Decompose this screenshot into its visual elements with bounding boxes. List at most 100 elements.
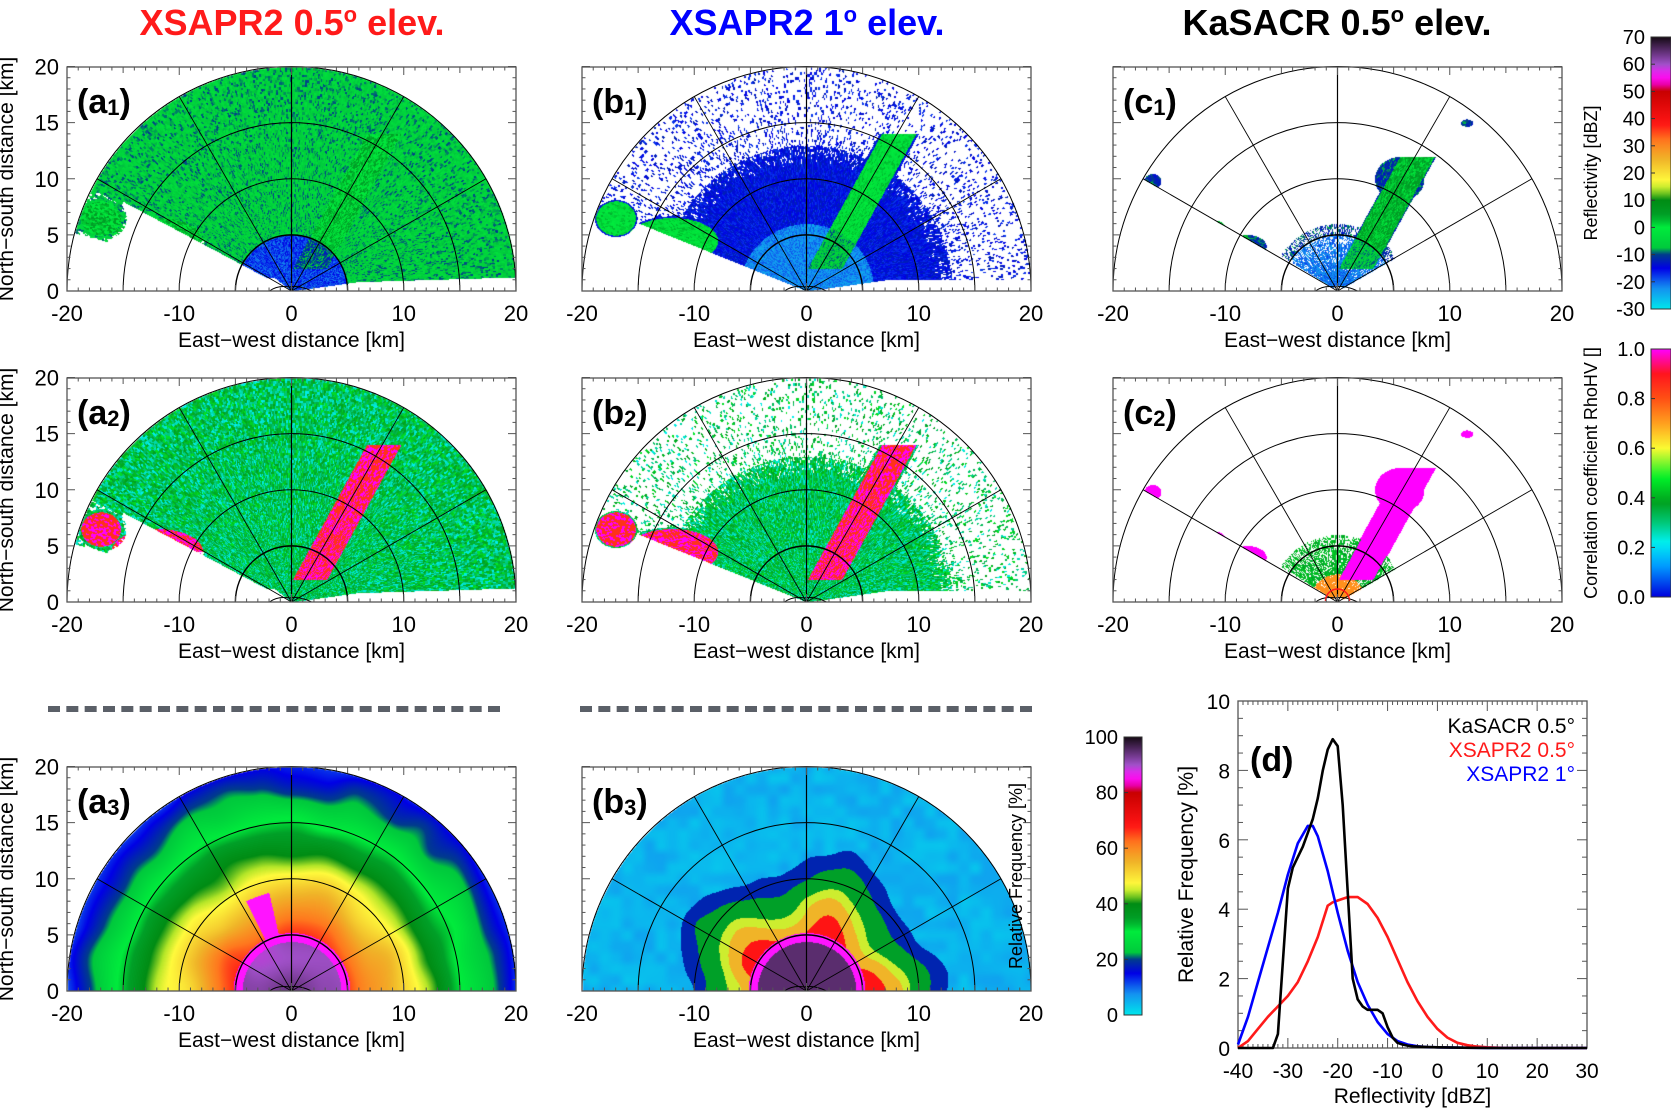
azimuth-spoke (806, 178, 1002, 292)
azimuth-spoke (611, 489, 807, 603)
colorbar-gradient (1123, 736, 1143, 1016)
degree-symbol: o (1390, 2, 1405, 27)
x-tick-label: 10 (907, 1001, 931, 1026)
radar-site-outline (269, 986, 312, 992)
x-tick-label: 0 (800, 301, 812, 326)
colorbar-tick-label: 0 (1107, 1005, 1118, 1027)
panel-label-a1: (a1) (77, 83, 131, 121)
radar-site-outline (1315, 597, 1358, 603)
degree-symbol: o (843, 2, 858, 27)
panel-axes-a1: -20 -10 0 10 20 East−west distance [km] 0 5 10 15… (0, 55, 528, 353)
panel-axes-b3: -20 -10 0 10 20 East−west distance [km] (b3) (566, 766, 1043, 1052)
colorbar-tick-label: 0 (1634, 217, 1645, 239)
colorbar-tick-label: 70 (1623, 27, 1645, 49)
x-tick-label: 0 (285, 301, 297, 326)
y-axis-label: North−south distance [km] (0, 57, 18, 302)
title-text-suffix: elev. (1404, 2, 1492, 43)
series-line-kasacr-0-5- (1238, 737, 1587, 1050)
x-tick-label: -20 (51, 301, 83, 326)
y-tick-label: 20 (35, 755, 59, 780)
y-tick-label: 5 (47, 534, 59, 559)
x-tick-label: 0 (800, 1001, 812, 1026)
colorbar-tick-label: 10 (1623, 190, 1645, 212)
x-tick-label: -20 (566, 612, 598, 637)
azimuth-spoke (806, 96, 920, 292)
colorbar-tick-label: 50 (1623, 81, 1645, 103)
x-tick-label: 20 (1019, 612, 1043, 637)
y-tick-label: 5 (47, 923, 59, 948)
y-axis-label: North−south distance [km] (0, 368, 18, 613)
x-tick-label: -10 (1209, 612, 1241, 637)
x-axis-label: Reflectivity [dBZ] (1334, 1085, 1492, 1108)
azimuth-spoke (806, 878, 1002, 992)
x-tick-label: 10 (392, 301, 416, 326)
azimuth-spoke (806, 407, 920, 603)
x-axis-label: East−west distance [km] (1224, 640, 1451, 663)
radar-site-outline (269, 597, 312, 603)
y-tick-label: 5 (47, 223, 59, 248)
colorbar-tick-label: 60 (1096, 838, 1118, 860)
colorbar-tick-label: 0.2 (1617, 537, 1645, 559)
x-axis-label: East−west distance [km] (178, 640, 405, 663)
azimuth-spoke (178, 96, 292, 292)
panel-label-a2: (a2) (77, 394, 131, 432)
separator-dash-middle (580, 706, 1032, 712)
x-tick-label: -10 (678, 612, 710, 637)
colorbar-label: Correlation coefficient RhoHV [] (1581, 347, 1601, 599)
x-tick-label: -10 (163, 612, 195, 637)
y-axis-label: Relative Frequency [%] (1175, 766, 1198, 983)
x-tick-label: 20 (1019, 301, 1043, 326)
panel-axes-c1: -20 -10 0 10 20 East−west distance [km] (c1) (1097, 66, 1574, 352)
x-tick-label: -20 (566, 301, 598, 326)
x-tick-label: -10 (678, 1001, 710, 1026)
title-text: XSAPR2 1 (669, 2, 844, 43)
azimuth-spoke (291, 796, 405, 992)
x-tick-label: -20 (1323, 1060, 1353, 1083)
panel-label-c1: (c1) (1123, 83, 1177, 121)
x-tick-label: 10 (907, 612, 931, 637)
column-title-xsapr2-05: XSAPR2 0.5o elev. (140, 2, 445, 44)
degree-symbol: o (343, 2, 358, 27)
x-tick-label: -20 (566, 1001, 598, 1026)
azimuth-spoke (693, 96, 807, 292)
panel-axes-a3: -20 -10 0 10 20 East−west distance [km] 0 5 10 15… (0, 755, 528, 1053)
y-tick-label: 20 (35, 366, 59, 391)
x-tick-label: 0 (1331, 612, 1343, 637)
x-tick-label: 20 (504, 301, 528, 326)
series-line-xsapr2-0-5- (1237, 895, 1587, 1050)
x-axis-label: East−west distance [km] (693, 329, 920, 352)
x-tick-label: -10 (1209, 301, 1241, 326)
x-tick-label: -20 (51, 612, 83, 637)
azimuth-spoke (1142, 178, 1338, 292)
azimuth-spoke (611, 878, 807, 992)
x-tick-label: 0 (285, 1001, 297, 1026)
azimuth-spoke (1337, 489, 1533, 603)
colorbar-tick-label: 1.0 (1617, 339, 1645, 361)
panel-label-d: (d) (1250, 741, 1293, 779)
panel-axes-c2: -20 -10 0 10 20 East−west distance [km] (c2) (1097, 377, 1574, 663)
x-tick-label: 10 (1438, 612, 1462, 637)
x-tick-label: 30 (1575, 1060, 1598, 1083)
x-tick-label: 0 (800, 612, 812, 637)
x-tick-label: -10 (1372, 1060, 1402, 1083)
panel-axes-b1: -20 -10 0 10 20 East−west distance [km] (b1) (566, 66, 1043, 352)
panel-d-frame (1237, 700, 1588, 1049)
y-tick-label: 15 (35, 811, 59, 836)
azimuth-spoke (291, 489, 487, 603)
colorbar-label: Reflectivity [dBZ] (1581, 105, 1601, 240)
x-tick-label: 10 (392, 612, 416, 637)
azimuth-spoke (806, 489, 1002, 603)
panel-label-b2: (b2) (592, 394, 648, 432)
azimuth-spoke (291, 96, 405, 292)
x-axis-label: East−west distance [km] (693, 1029, 920, 1052)
x-tick-label: 20 (1550, 301, 1574, 326)
azimuth-spoke (96, 878, 292, 992)
panel-axes-a2: -20 -10 0 10 20 East−west distance [km] 0 5 10 15… (0, 366, 528, 664)
y-tick-label: 10 (1207, 691, 1230, 714)
x-tick-label: -10 (163, 301, 195, 326)
azimuth-spoke (1224, 96, 1338, 292)
x-tick-label: -20 (51, 1001, 83, 1026)
x-tick-label: 10 (907, 301, 931, 326)
x-axis-label: East−west distance [km] (178, 1029, 405, 1052)
